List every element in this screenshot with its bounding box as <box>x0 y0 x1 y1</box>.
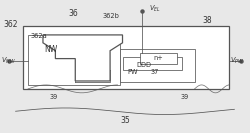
Text: $V_{NW}$: $V_{NW}$ <box>2 56 16 66</box>
Text: 362a: 362a <box>31 33 48 39</box>
Text: PW: PW <box>127 69 138 75</box>
Text: 38: 38 <box>202 16 212 25</box>
Bar <box>122 57 182 70</box>
Text: 36: 36 <box>68 9 78 18</box>
Text: n+: n+ <box>154 55 164 61</box>
Text: 37: 37 <box>151 69 159 75</box>
Polygon shape <box>43 35 122 81</box>
Bar <box>28 35 120 85</box>
Text: 39: 39 <box>180 94 189 100</box>
Bar <box>140 53 177 64</box>
Text: 362b: 362b <box>103 13 120 20</box>
Text: DDD: DDD <box>136 62 151 68</box>
Text: $V_{EL}$: $V_{EL}$ <box>148 3 160 14</box>
Text: NW: NW <box>44 45 57 54</box>
Text: 39: 39 <box>50 94 58 100</box>
Bar <box>23 26 230 89</box>
Text: $V_{PW}$: $V_{PW}$ <box>230 56 244 66</box>
Text: 362: 362 <box>4 20 18 29</box>
Text: 35: 35 <box>120 116 130 125</box>
Bar <box>120 49 194 82</box>
